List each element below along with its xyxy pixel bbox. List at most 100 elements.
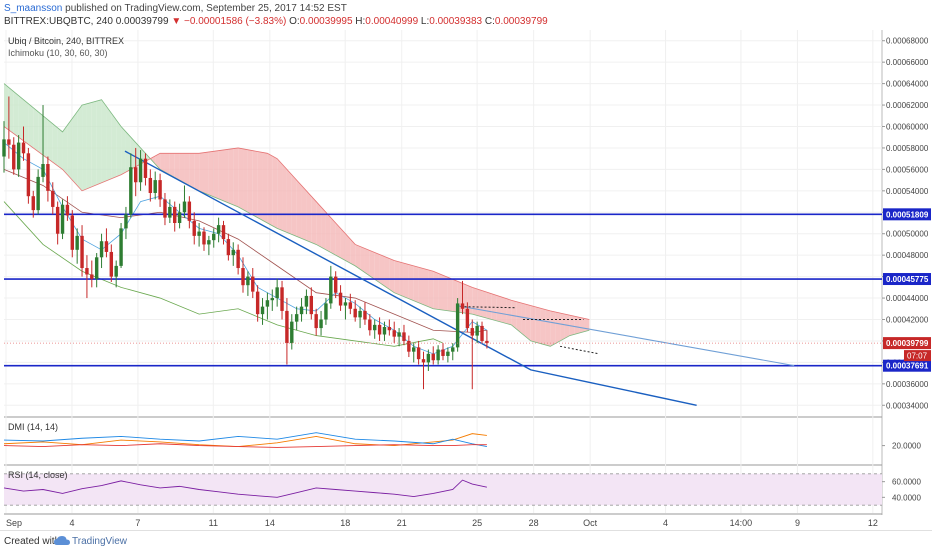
countdown-tag — [904, 350, 931, 362]
candle-body — [290, 321, 294, 344]
ichimoku-cloud-segment — [584, 318, 590, 332]
ichimoku-cloud-segment — [155, 153, 161, 170]
ichimoku-cloud-segment — [511, 300, 517, 329]
ichimoku-cloud-segment — [325, 212, 331, 253]
candle-body — [343, 302, 348, 306]
x-tick-label: 21 — [397, 518, 407, 528]
candle-body — [280, 287, 284, 311]
candle-body — [324, 303, 328, 320]
candle-body — [173, 206, 177, 223]
ichimoku-cloud-segment — [189, 153, 195, 189]
candle-body — [99, 241, 104, 258]
dmi-series-line — [3, 432, 487, 447]
candle-body — [104, 241, 109, 252]
publish-info: published on TradingView.com, September … — [65, 3, 347, 14]
countdown-label: 07:07 — [907, 352, 928, 361]
ichimoku-cloud-segment — [360, 246, 365, 273]
ichimoku-cloud-segment — [67, 118, 73, 181]
candle-body — [455, 303, 460, 348]
candle-body — [70, 215, 74, 250]
ichimoku-cloud-segment — [38, 111, 44, 156]
candle-body — [41, 164, 45, 177]
ichimoku-cloud-segment — [57, 127, 63, 170]
chart-title: Ubiq / Bitcoin, 240, BITTREX — [8, 36, 124, 46]
candle-body — [421, 359, 426, 363]
ichimoku-cloud-segment — [501, 296, 507, 324]
ichimoku-cloud-segment — [418, 267, 424, 305]
ichimoku-cloud-segment — [28, 103, 34, 148]
low-value: 0.00039383 — [429, 16, 483, 27]
ichimoku-cloud-segment — [389, 258, 395, 293]
ichimoku-cloud-segment — [43, 115, 48, 159]
ichimoku-cloud-segment — [4, 83, 9, 131]
ichimoku-cloud-segment — [379, 254, 385, 286]
close-value: 0.00039799 — [494, 16, 548, 27]
candle-body — [133, 167, 138, 183]
footer: Created with TradingView — [0, 530, 932, 551]
chart-background — [0, 30, 932, 530]
ichimoku-cloud-segment — [296, 180, 302, 239]
tradingview-brand[interactable]: TradingView — [72, 536, 128, 547]
ichimoku-cloud-segment — [316, 201, 322, 248]
candle-body — [363, 310, 367, 320]
ichimoku-cloud-segment — [174, 153, 180, 181]
ichimoku-cloud-segment — [535, 306, 541, 344]
ichimoku-cloud-segment — [545, 309, 551, 347]
ichimoku-cloud-segment — [130, 137, 136, 170]
ticker-symbol: BITTREX:UBQBTC, 240 — [4, 16, 113, 27]
candle-body — [465, 308, 470, 329]
candle-body — [353, 308, 357, 318]
candle-body — [60, 204, 65, 234]
y-tick-label: 0.00056000 — [886, 165, 929, 174]
ichimoku-cloud-segment — [121, 126, 126, 175]
candle-body — [187, 201, 192, 221]
ichimoku-cloud-segment — [91, 101, 97, 187]
ichimoku-cloud-segment — [443, 275, 448, 311]
chart-canvas[interactable]: Sep 4 7 11 14 18 21 25 28 Oct 4 14:00 9 12 0.00034000 0… — [0, 30, 932, 530]
candle-body — [304, 295, 309, 307]
ichimoku-cloud-segment — [433, 271, 439, 310]
ichimoku-cloud-segment — [369, 250, 375, 280]
ichimoku-cloud-segment — [243, 148, 248, 213]
candle-body — [119, 228, 123, 266]
level-price-tag — [883, 208, 931, 221]
ichimoku-cloud-segment — [72, 111, 78, 186]
author-link[interactable]: S_maansson — [4, 3, 63, 14]
candle-body — [368, 319, 372, 331]
ichimoku-cloud-segment — [335, 223, 341, 258]
ichimoku-cloud-segment — [540, 308, 546, 345]
y-tick-label: 0.00062000 — [886, 101, 929, 110]
candle-body — [129, 167, 133, 215]
candle-body — [392, 330, 396, 337]
ichimoku-cloud-segment — [228, 148, 234, 205]
candle-body — [26, 153, 31, 197]
ichimoku-cloud-segment — [330, 217, 336, 256]
y-tick-label: 0.00044000 — [886, 294, 929, 303]
candle-body — [241, 268, 245, 286]
y-tick-label: 0.00068000 — [886, 37, 929, 46]
ichimoku-cloud-segment — [550, 310, 556, 347]
candle-body — [226, 239, 231, 256]
ichimoku-cloud-segment — [496, 295, 502, 323]
candle-body — [397, 332, 401, 337]
candle-body — [373, 324, 377, 331]
candle-body — [299, 306, 304, 315]
ichimoku-cloud-segment — [184, 153, 190, 186]
ichimoku-cloud-segment — [23, 99, 29, 145]
candle-body — [246, 276, 250, 286]
candle-body — [236, 249, 240, 269]
ichimoku-cloud-segment — [384, 256, 390, 290]
ichimoku-cloud-segment — [160, 153, 165, 173]
ichimoku-cloud-segment — [555, 311, 561, 344]
candle-body — [7, 139, 11, 145]
ichimoku-cloud-segment — [413, 265, 419, 303]
ichimoku-cloud-segment — [569, 315, 575, 336]
dmi-series-line — [3, 443, 487, 448]
candle-body — [412, 347, 416, 352]
candle-body — [90, 274, 94, 279]
candle-body — [260, 306, 265, 315]
candle-body — [153, 180, 157, 193]
y-tick-label: 0.00060000 — [886, 123, 929, 132]
ichimoku-cloud-segment — [164, 153, 170, 175]
candle-body — [168, 206, 172, 218]
